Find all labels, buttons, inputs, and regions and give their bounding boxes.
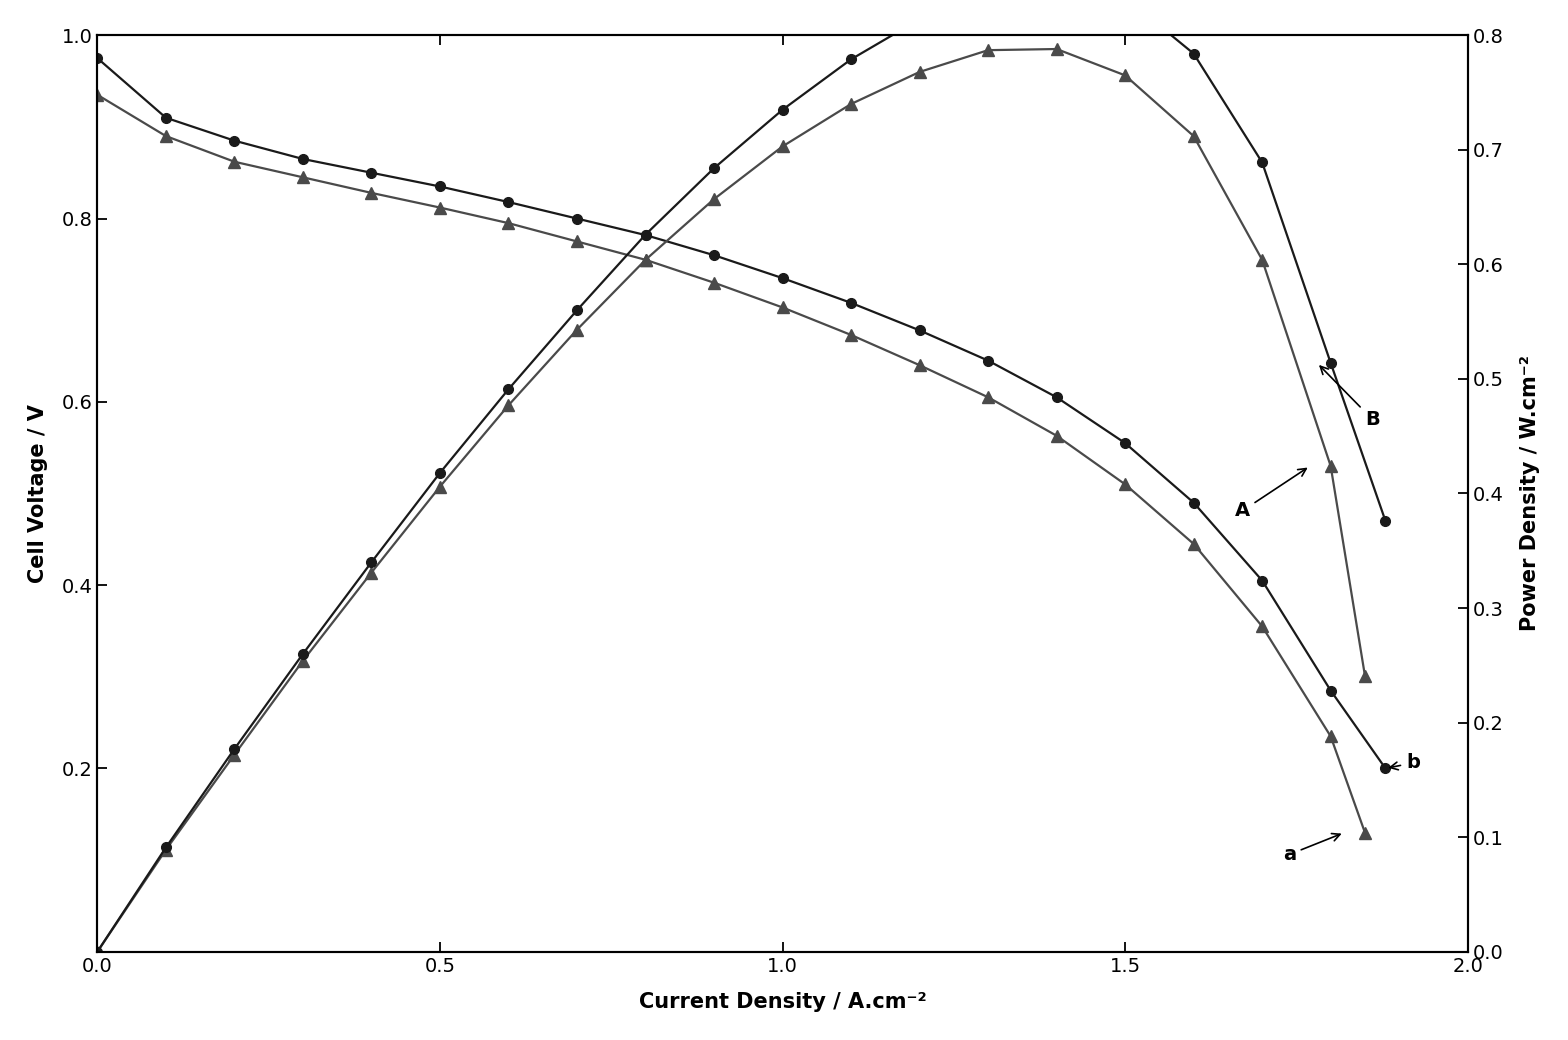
X-axis label: Current Density / A.cm⁻²: Current Density / A.cm⁻² bbox=[638, 992, 927, 1012]
Text: A: A bbox=[1234, 469, 1306, 520]
Text: b: b bbox=[1389, 753, 1421, 773]
Y-axis label: Cell Voltage / V: Cell Voltage / V bbox=[28, 405, 47, 583]
Text: B: B bbox=[1320, 366, 1380, 428]
Text: a: a bbox=[1283, 833, 1341, 864]
Y-axis label: Power Density / W.cm⁻²: Power Density / W.cm⁻² bbox=[1521, 356, 1540, 631]
